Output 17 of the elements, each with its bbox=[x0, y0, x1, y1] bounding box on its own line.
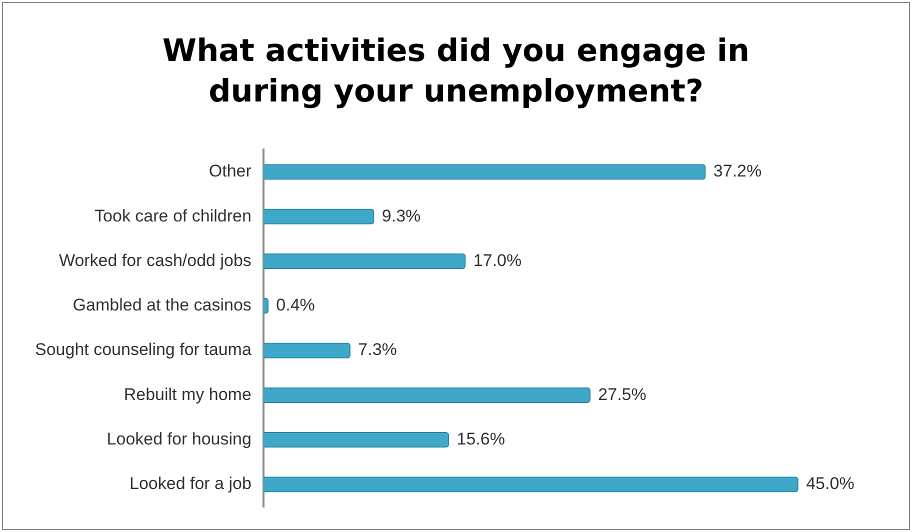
data-label: 17.0% bbox=[473, 250, 522, 270]
y-tick-label: Worked for cash/odd jobs bbox=[58, 250, 252, 270]
data-label: 45.0% bbox=[806, 474, 854, 494]
chart-title: What activities did you engage in during your unemployment? bbox=[162, 33, 750, 110]
data-label: 9.3% bbox=[382, 206, 421, 226]
y-tick-label: Other bbox=[208, 162, 252, 181]
data-label: 7.3% bbox=[358, 340, 397, 360]
y-tick-label: Took care of children bbox=[94, 206, 252, 226]
y-tick-label: Gambled at the casinos bbox=[72, 296, 252, 315]
data-label: 27.5% bbox=[598, 384, 646, 404]
data-label: 0.4% bbox=[276, 296, 315, 315]
y-tick-label: Looked for housing bbox=[106, 430, 252, 449]
y-tick-label: Looked for a job bbox=[129, 474, 252, 494]
y-tick-label: Rebuilt my home bbox=[124, 384, 252, 404]
data-label: 37.2% bbox=[713, 162, 762, 181]
y-tick-label: Sought counseling for tauma bbox=[34, 340, 252, 360]
data-label: 15.6% bbox=[456, 430, 505, 449]
